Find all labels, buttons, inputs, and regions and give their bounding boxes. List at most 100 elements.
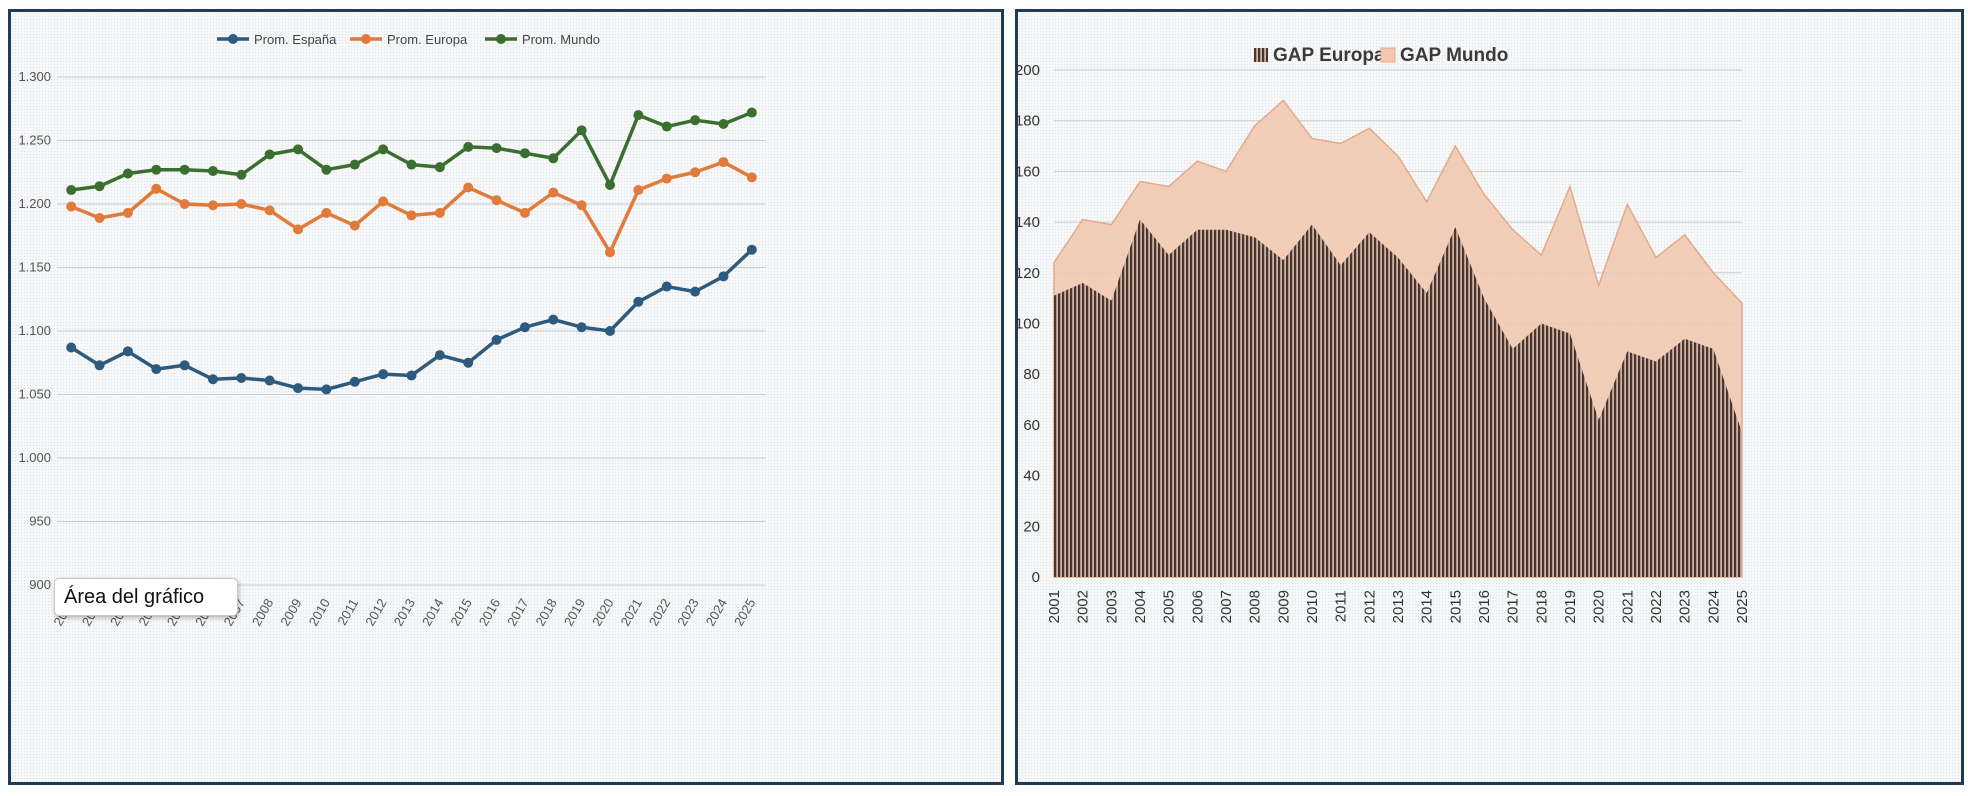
legend-marker <box>361 34 371 44</box>
data-point <box>293 224 304 235</box>
x-tick-label: 2009 <box>1275 590 1292 623</box>
line-chart: 900 950 1.000 1.050 1.100 1.150 1.200 1.250 1.30… <box>18 32 766 629</box>
x-tick-label: 2020 <box>589 596 616 629</box>
y-tick-label: 160 <box>1015 163 1040 180</box>
x-tick-label: 2017 <box>504 596 531 629</box>
x-tick-label: 2018 <box>1533 590 1550 623</box>
data-point <box>207 165 218 176</box>
x-tick-label: 2008 <box>249 596 276 629</box>
area-chart-panel[interactable]: 0 20 40 60 80 100 120 140 160 180 200 2001 2002 2003 2… <box>1015 9 1964 785</box>
x-tick-label: 2020 <box>1591 590 1608 623</box>
data-point <box>236 372 247 383</box>
y-tick-label: 950 <box>29 514 51 529</box>
legend-label: Prom. España <box>254 32 337 47</box>
x-tick-label: 2023 <box>1677 590 1694 623</box>
chart-area-tooltip: Área del gráfico <box>54 578 238 616</box>
area-chart: 0 20 40 60 80 100 120 140 160 180 200 2001 2002 2003 2… <box>1015 45 1751 623</box>
x-tick-label: 2019 <box>1562 590 1579 623</box>
data-point <box>519 207 530 218</box>
x-tick-label: 2022 <box>1648 590 1665 623</box>
x-tick-label: 2001 <box>1046 590 1063 623</box>
legend-label: GAP Mundo <box>1400 45 1508 66</box>
y-tick-label: 60 <box>1023 417 1040 434</box>
x-tick-label: 2017 <box>1505 590 1522 623</box>
data-point <box>264 149 275 160</box>
y-tick-label: 200 <box>1015 62 1040 79</box>
x-tick-label: 2015 <box>447 596 474 629</box>
series-line <box>70 110 753 192</box>
x-tick-label: 2012 <box>362 596 389 629</box>
y-tick-label: 120 <box>1015 265 1040 282</box>
x-tick-label: 2022 <box>646 596 673 629</box>
y-tick-label: 180 <box>1015 113 1040 130</box>
data-point <box>718 271 729 282</box>
x-tick-label: 2007 <box>1218 590 1235 623</box>
legend-marker <box>228 34 238 44</box>
data-point <box>94 360 105 371</box>
data-point <box>519 322 530 333</box>
data-point <box>293 144 304 155</box>
data-point <box>576 125 587 136</box>
data-point <box>122 207 133 218</box>
x-tick-label: 2025 <box>731 596 758 629</box>
series-line <box>70 248 754 392</box>
x-tick-label: 2014 <box>419 596 446 629</box>
data-point <box>66 201 77 212</box>
data-point <box>633 185 644 196</box>
x-tick-label: 2013 <box>1390 590 1407 623</box>
data-point <box>321 384 332 395</box>
data-point <box>66 185 77 196</box>
data-point <box>548 153 559 164</box>
series-line <box>70 160 753 255</box>
x-tick-label: 2018 <box>532 596 559 629</box>
y-tick-label: 1.250 <box>18 133 51 148</box>
x-tick-label: 2021 <box>1619 590 1636 623</box>
y-tick-label: 1.050 <box>18 387 51 402</box>
data-point <box>463 182 474 193</box>
data-point <box>151 183 162 194</box>
data-point <box>179 164 190 175</box>
data-point <box>548 314 559 325</box>
data-point <box>661 121 672 132</box>
x-tick-label: 2010 <box>306 596 333 629</box>
data-point <box>576 322 587 333</box>
data-point <box>434 162 445 173</box>
data-point <box>491 334 502 345</box>
data-point <box>548 187 559 198</box>
x-tick-label: 2024 <box>703 596 730 629</box>
data-point <box>378 196 389 207</box>
x-tick-label: 2025 <box>1734 590 1751 623</box>
data-point <box>236 199 247 209</box>
data-point <box>94 181 105 192</box>
legend-swatch <box>1254 48 1268 62</box>
data-point <box>690 286 701 297</box>
data-point <box>122 346 133 357</box>
data-point <box>690 115 701 126</box>
data-point <box>718 118 729 129</box>
x-tick-label: 2004 <box>1132 590 1149 623</box>
series-area-gap-europa <box>1054 219 1742 577</box>
legend-label: Prom. Europa <box>387 32 468 47</box>
y-tick-label: 1.200 <box>18 196 51 211</box>
data-point <box>406 210 417 221</box>
data-point <box>321 207 332 218</box>
x-tick-label: 2016 <box>1476 590 1493 623</box>
data-point <box>406 159 417 170</box>
data-point <box>207 374 218 385</box>
data-point <box>236 169 247 180</box>
y-tick-label: 140 <box>1015 214 1040 231</box>
data-point <box>321 164 332 175</box>
y-tick-label: 100 <box>1015 316 1040 333</box>
y-tick-label: 80 <box>1023 366 1040 383</box>
data-point <box>179 360 190 371</box>
line-chart-panel[interactable]: 900 950 1.000 1.050 1.100 1.150 1.200 1.250 1.30… <box>8 9 1004 785</box>
x-tick-label: 2016 <box>476 596 503 629</box>
data-point <box>690 167 701 178</box>
data-point <box>491 195 502 206</box>
y-tick-label: 1.300 <box>18 69 51 84</box>
legend-marker <box>496 34 506 44</box>
data-point <box>491 143 502 154</box>
data-point <box>605 179 616 190</box>
data-point <box>434 350 445 361</box>
data-point <box>293 383 304 394</box>
